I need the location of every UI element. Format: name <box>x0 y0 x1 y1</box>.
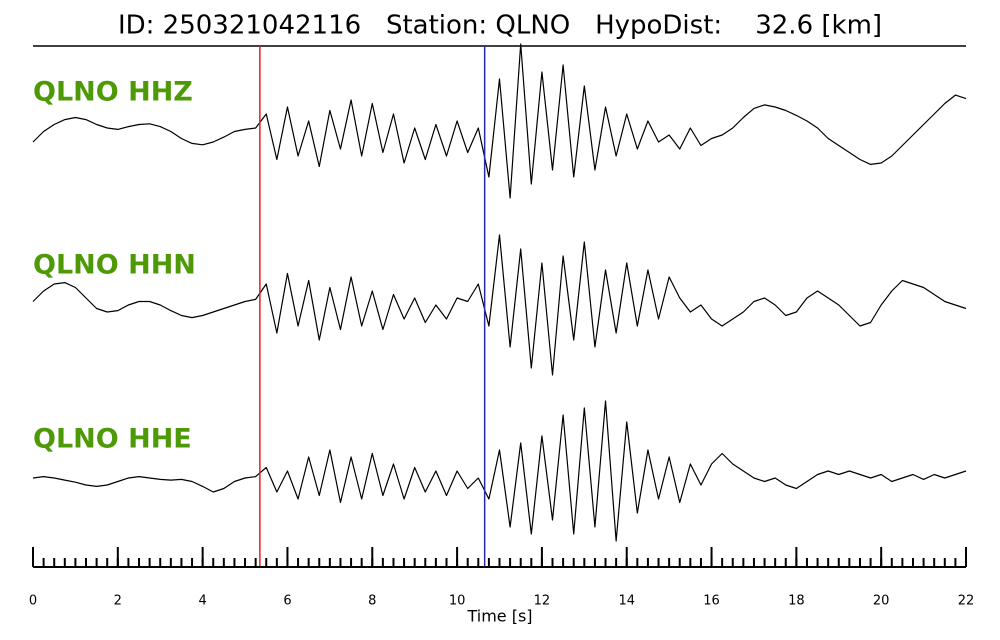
x-tick-label: 2 <box>114 594 122 609</box>
trace-label: QLNO HHN <box>33 250 196 281</box>
x-tick-label: 16 <box>703 594 720 609</box>
x-tick-label: 6 <box>283 594 291 609</box>
waveform <box>32 400 967 542</box>
x-tick-label: 18 <box>788 594 805 609</box>
waveform <box>32 43 967 199</box>
trace-label: QLNO HHE <box>33 424 192 455</box>
x-tick-label: 22 <box>958 594 975 609</box>
x-tick-label: 4 <box>198 594 206 609</box>
trace-label: QLNO HHZ <box>33 77 193 108</box>
x-tick-label: 8 <box>368 594 376 609</box>
x-tick-label: 10 <box>449 594 466 609</box>
x-tick-label: 12 <box>534 594 551 609</box>
x-axis-label: Time [s] <box>466 607 532 626</box>
x-tick-label: 0 <box>29 594 37 609</box>
waveform <box>32 234 967 376</box>
x-tick-label: 14 <box>618 594 635 609</box>
x-tick-label: 20 <box>873 594 890 609</box>
chart-title: ID: 250321042116 Station: QLNO HypoDist:… <box>118 11 882 41</box>
